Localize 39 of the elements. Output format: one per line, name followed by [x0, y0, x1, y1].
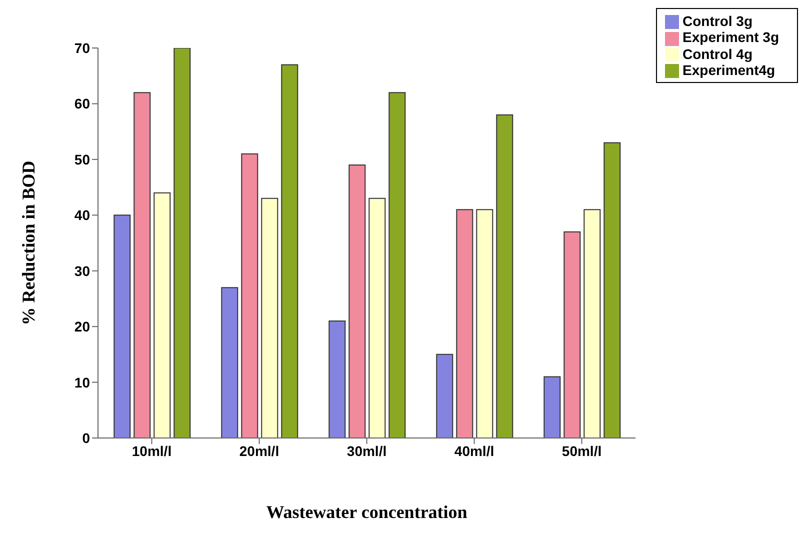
bar	[456, 209, 474, 438]
legend-label: Control 4g	[682, 46, 753, 62]
bar	[436, 354, 454, 438]
bar	[221, 287, 238, 438]
y-tick-label: 40	[74, 207, 90, 224]
bar	[261, 198, 278, 438]
bar	[348, 164, 366, 438]
y-tick-label: 60	[74, 96, 90, 112]
bar	[476, 209, 494, 438]
y-tick-label: 30	[74, 262, 90, 279]
y-axis-title: % Reduction in BOD	[18, 160, 38, 326]
bar	[114, 214, 131, 438]
bar	[174, 48, 191, 438]
x-tick-label: 40ml/l	[454, 442, 494, 459]
x-tick-label: 50ml/l	[562, 442, 602, 459]
legend-label: Experiment 3g	[682, 29, 779, 46]
bar	[564, 231, 581, 438]
x-tick-label: 30ml/l	[346, 442, 387, 459]
bar	[584, 209, 601, 438]
x-tick-label: 20ml/l	[239, 442, 280, 459]
bar	[496, 114, 514, 438]
x-axis-title: Wastewater concentration	[266, 502, 468, 522]
bar	[368, 198, 386, 438]
bar	[328, 320, 346, 438]
y-tick-label: 10	[74, 374, 90, 390]
bar	[241, 153, 258, 438]
bar	[281, 64, 298, 438]
y-tick-label: 50	[74, 151, 90, 168]
y-tick-label: 20	[74, 318, 90, 335]
bar	[388, 92, 406, 438]
bar	[154, 192, 171, 438]
y-tick-label: 0	[82, 430, 90, 446]
y-tick-label: 70	[74, 40, 90, 56]
legend-label: Control 3g	[682, 13, 753, 29]
bar	[134, 92, 151, 438]
bar	[604, 142, 621, 438]
bar	[544, 376, 561, 438]
x-tick-label: 10ml/l	[132, 442, 172, 459]
legend-label: Experiment4g	[682, 62, 776, 78]
